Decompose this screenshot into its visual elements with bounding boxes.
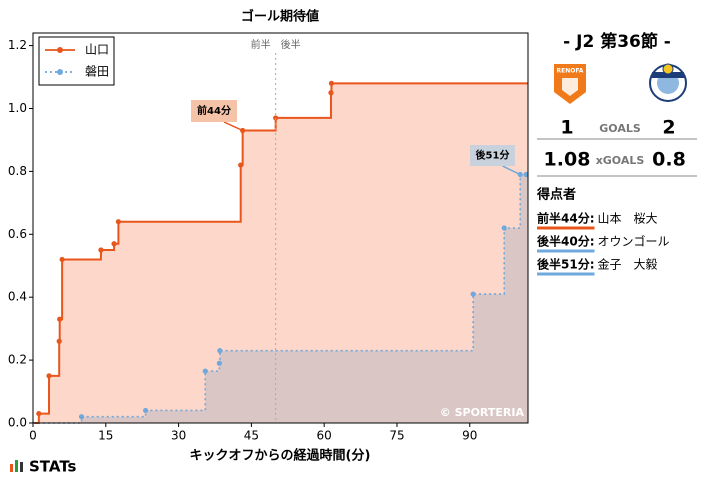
y-tick-label: 0.4 — [8, 290, 27, 304]
match-round: - J2 第36節 - — [563, 31, 671, 52]
point — [59, 256, 65, 263]
half-label: 後半 — [281, 38, 301, 51]
scorer-time: 後半51分: — [537, 257, 595, 272]
scorer-time: 後半40分: — [537, 234, 595, 249]
away-xg: 0.8 — [652, 149, 686, 171]
plot-frame — [32, 32, 529, 424]
away-logo — [649, 63, 687, 102]
credit: © SPORTERIA — [440, 406, 525, 419]
point — [78, 414, 85, 420]
y-tick-label: 0.8 — [8, 164, 27, 178]
home-logo: RENOFA — [554, 64, 586, 104]
x-tick-label: 15 — [98, 429, 113, 443]
scorer-name: オウンゴール — [598, 234, 670, 249]
scorer-name: 金子 大毅 — [598, 257, 658, 272]
scorers-title: 得点者 — [536, 187, 576, 203]
point — [56, 338, 62, 344]
y-tick-label: 1.0 — [8, 101, 27, 115]
scorer-time: 前半44分: — [537, 211, 595, 226]
brand-logo: STATs — [10, 458, 77, 476]
point — [36, 410, 42, 417]
x-tick-label: 30 — [171, 429, 186, 443]
point — [328, 90, 334, 96]
point — [470, 291, 476, 297]
legend-label: 磐田 — [85, 65, 109, 79]
x-axis-label: キックオフからの経過時間(分) — [190, 448, 371, 464]
point — [273, 115, 279, 121]
point — [115, 219, 122, 225]
callout-arrow — [502, 165, 521, 176]
y-tick-label: 1.2 — [8, 38, 27, 52]
scorer-name: 山本 桜大 — [598, 212, 658, 226]
point — [238, 162, 244, 168]
away-goals: 2 — [662, 117, 675, 139]
x-tick-label: 75 — [389, 429, 404, 443]
home-goals: 1 — [560, 117, 573, 139]
point — [202, 368, 208, 374]
point — [142, 407, 149, 414]
callout-arrow — [223, 121, 243, 132]
y-tick-label: 0.0 — [8, 416, 27, 430]
legend-box — [38, 36, 115, 86]
half-label: 前半 — [251, 38, 271, 51]
point — [111, 241, 117, 247]
series-line — [33, 82, 528, 424]
series-area — [33, 174, 528, 423]
point — [57, 316, 63, 322]
y-tick-label: 0.2 — [8, 353, 27, 367]
point — [46, 373, 52, 379]
callout-label: 後51分 — [476, 149, 510, 162]
point — [217, 348, 223, 354]
callout-label: 前44分 — [197, 104, 231, 117]
xg-label: xGOALS — [596, 154, 645, 167]
brand: STATs — [29, 458, 77, 476]
callout-box — [470, 145, 515, 166]
y-tick-label: 0.6 — [8, 227, 27, 241]
point — [98, 247, 104, 253]
callout-box — [191, 100, 237, 122]
point — [517, 171, 523, 178]
legend-marker — [57, 69, 63, 75]
x-tick-label: 0 — [29, 429, 37, 443]
x-tick-label: 45 — [244, 429, 259, 443]
legend-label: 山口 — [85, 43, 109, 57]
point — [501, 225, 507, 231]
x-tick-label: 60 — [317, 429, 332, 443]
point — [523, 171, 529, 178]
goals-label: GOALS — [599, 122, 641, 135]
point — [328, 80, 335, 86]
chart-title: ゴール期待値 — [241, 9, 319, 25]
series-area — [33, 83, 528, 424]
x-tick-label: 90 — [462, 429, 477, 443]
home-xg: 1.08 — [544, 149, 591, 171]
point — [216, 360, 222, 366]
legend-marker — [57, 47, 63, 53]
home-team: RENOFA — [557, 68, 584, 75]
